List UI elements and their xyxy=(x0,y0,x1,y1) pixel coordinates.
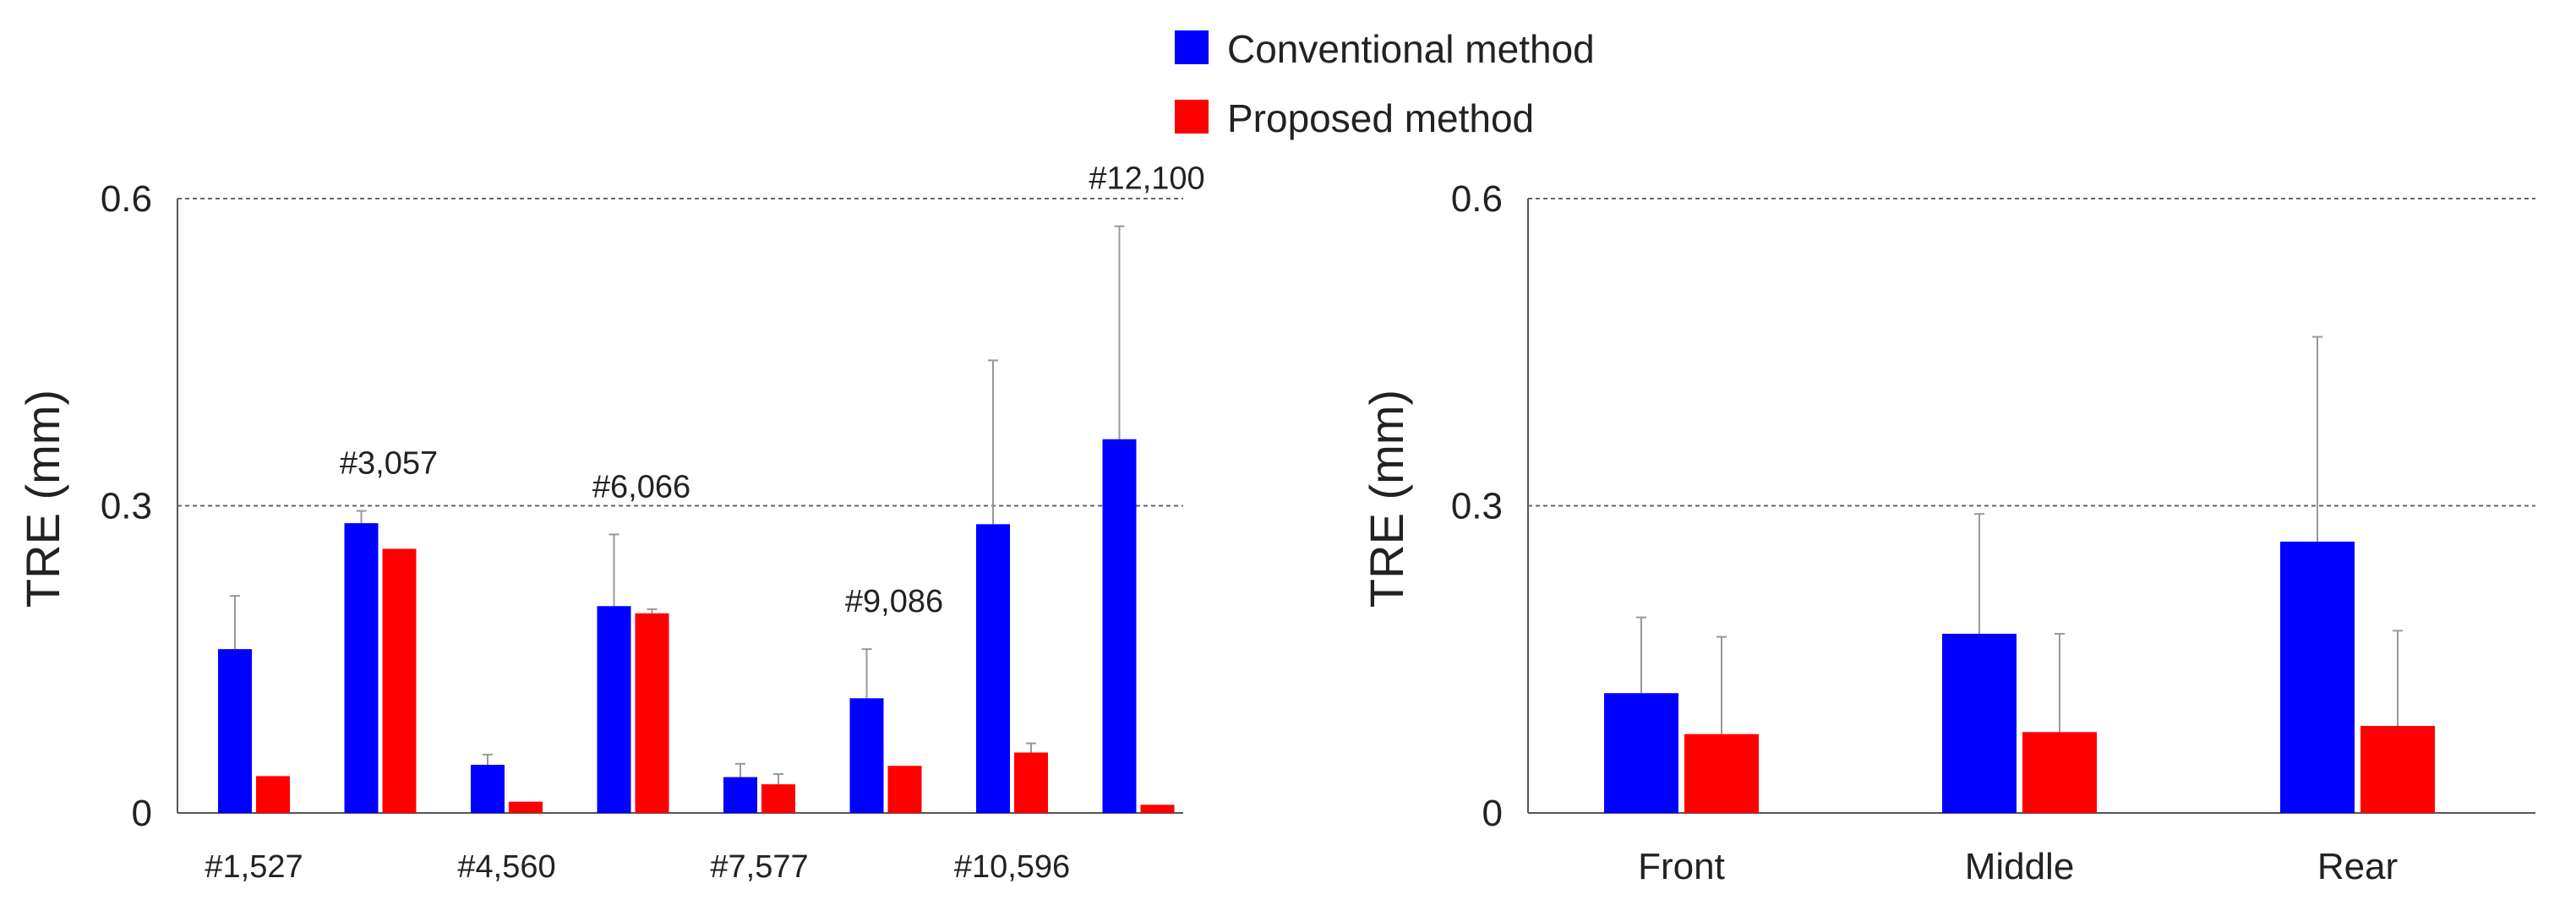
right-y-tick-label: 0.3 xyxy=(1451,486,1503,527)
right-bar-proposed xyxy=(2360,726,2435,813)
left-bar-proposed xyxy=(635,613,669,813)
right-bar-conventional xyxy=(2280,541,2355,813)
left-bar-conventional xyxy=(344,523,379,813)
legend-label-proposed: Proposed method xyxy=(1227,96,1534,140)
left-bar-conventional xyxy=(849,698,884,813)
left-bar-annotation: #3,057 xyxy=(340,446,438,482)
left-bar-annotation: #6,066 xyxy=(592,469,690,505)
right-category-label: Front xyxy=(1638,846,1725,887)
right-bar-conventional xyxy=(1604,693,1678,813)
right-chart: TRE (mm) 0 0.3 0.6 Front Middle Rear xyxy=(1360,178,2535,887)
legend: Conventional method Proposed method xyxy=(1175,27,1595,140)
left-bar-proposed xyxy=(887,766,922,813)
left-y-tick-label: 0.3 xyxy=(101,486,152,527)
left-category-label: #10,596 xyxy=(954,849,1070,885)
left-bar-conventional xyxy=(723,777,757,813)
legend-label-conventional: Conventional method xyxy=(1227,27,1595,71)
left-bar-conventional xyxy=(218,649,252,813)
legend-swatch-conventional xyxy=(1175,30,1209,64)
right-category-label: Rear xyxy=(2317,846,2398,887)
left-y-axis-label: TRE (mm) xyxy=(16,390,69,608)
left-bar-annotation: #9,086 xyxy=(845,584,943,619)
right-bar-proposed xyxy=(2022,732,2097,813)
left-bar-proposed xyxy=(1014,752,1048,813)
left-y-tick-label: 0 xyxy=(132,793,152,834)
right-y-tick-label: 0 xyxy=(1482,793,1503,834)
left-bar-proposed xyxy=(1140,805,1175,813)
left-chart: TRE (mm) 0 0.3 0.6 #1,527 #3,057 #4,560 #6,066… xyxy=(16,161,1205,885)
left-bar-proposed xyxy=(256,776,290,813)
right-y-axis-label: TRE (mm) xyxy=(1360,390,1413,608)
right-category-label: Middle xyxy=(1965,846,2075,887)
left-category-label: #4,560 xyxy=(457,849,555,885)
left-category-label: #1,527 xyxy=(205,849,303,885)
left-bar-proposed xyxy=(382,548,417,813)
right-y-tick-label: 0.6 xyxy=(1451,178,1503,220)
legend-swatch-proposed xyxy=(1175,100,1209,134)
left-bar-conventional xyxy=(1102,439,1137,813)
left-bar-conventional xyxy=(471,765,505,813)
right-bar-conventional xyxy=(1942,633,2017,813)
left-bar-annotation: #12,100 xyxy=(1089,161,1204,197)
left-bar-proposed xyxy=(509,801,543,813)
left-category-label: #7,577 xyxy=(710,849,808,885)
left-bar-conventional xyxy=(597,606,631,813)
left-bar-conventional xyxy=(976,524,1010,813)
left-y-tick-label: 0.6 xyxy=(101,178,152,220)
right-bar-proposed xyxy=(1684,734,1759,813)
left-bar-proposed xyxy=(761,784,795,813)
